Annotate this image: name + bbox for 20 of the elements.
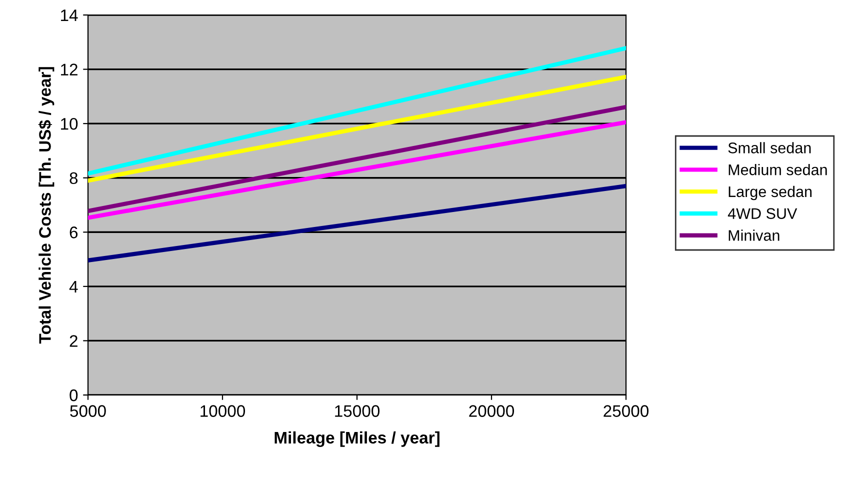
x-tick-label: 10000 — [200, 405, 246, 417]
legend-label: Large sedan — [728, 186, 812, 200]
y-tick-label: 0 — [70, 389, 78, 402]
legend-label: Small sedan — [728, 142, 811, 154]
x-tick-label: 15000 — [335, 405, 380, 417]
x-axis-title: Mileage [Miles / year] — [274, 431, 440, 447]
x-tick-label: 20000 — [469, 405, 514, 417]
y-tick-label: 2 — [70, 335, 78, 347]
legend-label: Minivan — [728, 230, 780, 241]
x-tick-label: 25000 — [604, 405, 649, 417]
y-tick-label: 6 — [70, 226, 78, 238]
x-tick-label: 5000 — [70, 405, 106, 417]
legend-label: Medium sedan — [728, 164, 827, 176]
y-tick-label: 8 — [70, 172, 78, 184]
y-tick-label: 4 — [69, 281, 78, 292]
y-tick-label: 12 — [61, 64, 78, 76]
y-axis-title: Total Vehicle Costs [Th. US$ / year] — [38, 67, 54, 344]
legend-label: 4WD SUV — [728, 208, 798, 219]
y-tick-label: 10 — [61, 118, 78, 130]
y-tick-label: 14 — [61, 10, 78, 22]
